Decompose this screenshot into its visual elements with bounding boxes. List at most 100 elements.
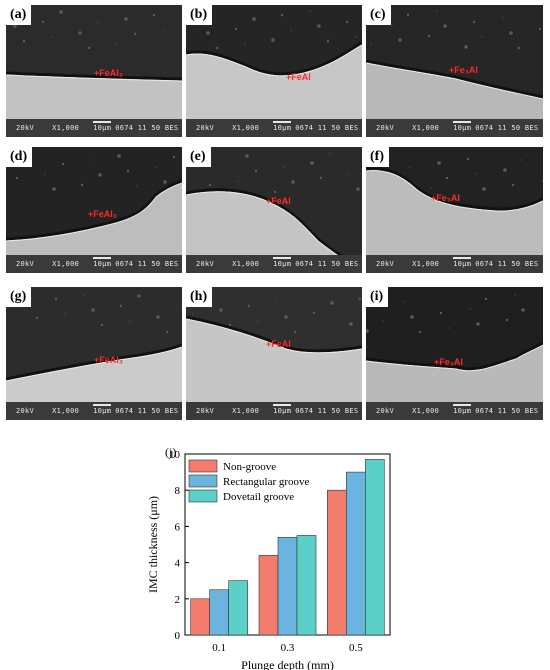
sem-magnification: X1,000 bbox=[412, 260, 440, 268]
sem-image-id: 0674 11 50 BES bbox=[115, 124, 179, 132]
sem-voltage: 20kV bbox=[196, 260, 215, 268]
sem-info-bar: 20kV X1,000 10μm 0674 11 50 BES bbox=[186, 255, 362, 273]
sem-magnification: X1,000 bbox=[232, 407, 260, 415]
y-tick-label: 8 bbox=[175, 485, 181, 497]
sem-scale-bar: 10μm bbox=[273, 404, 292, 415]
sem-image-id: 0674 11 50 BES bbox=[475, 260, 539, 268]
sem-voltage: 20kV bbox=[16, 260, 35, 268]
bar-non-groove bbox=[258, 555, 279, 636]
phase-annotation: +FeAl₃ bbox=[94, 68, 123, 78]
phase-annotation: +FeAl₃ bbox=[88, 209, 117, 219]
sem-panel-a: (a) +FeAl₃ 20kV X1,000 10μm 0674 11 50 BES bbox=[6, 5, 182, 137]
sem-image-id: 0674 11 50 BES bbox=[295, 407, 359, 415]
sem-voltage: 20kV bbox=[376, 124, 395, 132]
y-axis-label: IMC thickness (μm) bbox=[146, 496, 160, 593]
sem-image-id: 0674 11 50 BES bbox=[115, 260, 179, 268]
sem-panel-g: (g) +FeAl₃ 20kV X1,000 10μm 0674 11 50 BES bbox=[6, 287, 182, 420]
sem-magnification: X1,000 bbox=[52, 124, 80, 132]
sem-scale-bar: 10μm bbox=[273, 257, 292, 268]
sem-info-bar: 20kV X1,000 10μm 0674 11 50 BES bbox=[6, 119, 182, 137]
sem-info-bar: 20kV X1,000 10μm 0674 11 50 BES bbox=[366, 402, 543, 420]
sem-scale-bar: 10μm bbox=[93, 404, 112, 415]
phase-annotation: +Fe₃Al bbox=[434, 357, 463, 367]
sem-info-bar: 20kV X1,000 10μm 0674 11 50 BES bbox=[186, 402, 362, 420]
sem-panel-i: (i) +Fe₃Al 20kV X1,000 10μm 0674 11 50 BES bbox=[366, 287, 543, 420]
sem-voltage: 20kV bbox=[196, 124, 215, 132]
bar-rectangular-groove bbox=[277, 536, 298, 636]
micrograph-image bbox=[186, 287, 362, 420]
sem-info-bar: 20kV X1,000 10μm 0674 11 50 BES bbox=[366, 255, 543, 273]
chart-svg: 0 2 4 6 8 10 0.1 0.3 0.5 Plunge depth (mm) IMC thi… bbox=[146, 445, 391, 670]
sem-image-id: 0674 11 50 BES bbox=[295, 260, 359, 268]
sem-info-bar: 20kV X1,000 10μm 0674 11 50 BES bbox=[6, 255, 182, 273]
sem-magnification: X1,000 bbox=[232, 124, 260, 132]
legend-swatch bbox=[188, 489, 218, 503]
micrograph-image bbox=[6, 287, 182, 420]
sem-panel-f: (f) +Fe₃Al 20kV X1,000 10μm 0674 11 50 BES bbox=[366, 147, 543, 273]
sem-scale-bar: 10μm bbox=[453, 121, 472, 132]
panel-label: (d) bbox=[6, 147, 33, 167]
y-tick-label: 0 bbox=[175, 630, 181, 642]
legend-entry: Non-groove bbox=[223, 461, 276, 473]
panel-label: (f) bbox=[366, 147, 389, 167]
phase-annotation: +FeAl₃ bbox=[94, 355, 123, 365]
imc-thickness-chart: 0 2 4 6 8 10 0.1 0.3 0.5 Plunge depth (mm) IMC thi… bbox=[0, 430, 550, 670]
legend-swatch bbox=[188, 459, 218, 473]
panel-label: (h) bbox=[186, 287, 213, 307]
legend-entry: Rectangular groove bbox=[223, 476, 310, 488]
sem-scale-bar: 10μm bbox=[93, 121, 112, 132]
sem-panel-h: (h) +FeAl 20kV X1,000 10μm 0674 11 50 BES bbox=[186, 287, 362, 420]
micrograph-image bbox=[366, 147, 543, 273]
panel-label: (b) bbox=[186, 5, 213, 25]
legend-swatch bbox=[188, 474, 218, 488]
bar-dovetail-groove bbox=[296, 535, 317, 636]
sem-image-id: 0674 11 50 BES bbox=[475, 407, 539, 415]
y-tick-label: 6 bbox=[175, 521, 181, 533]
sem-info-bar: 20kV X1,000 10μm 0674 11 50 BES bbox=[186, 119, 362, 137]
sem-voltage: 20kV bbox=[376, 407, 395, 415]
panel-label: (i) bbox=[366, 287, 389, 307]
phase-annotation: +Fe₃Al bbox=[431, 193, 460, 203]
sem-image-id: 0674 11 50 BES bbox=[295, 124, 359, 132]
sem-image-id: 0674 11 50 BES bbox=[115, 407, 179, 415]
panel-label: (c) bbox=[366, 5, 391, 25]
phase-annotation: +FeAl bbox=[286, 72, 311, 82]
sem-voltage: 20kV bbox=[16, 124, 35, 132]
bar-non-groove bbox=[190, 598, 210, 636]
sem-panel-d: (d) +FeAl₃ 20kV X1,000 10μm 0674 11 50 BES bbox=[6, 147, 182, 273]
sem-magnification: X1,000 bbox=[52, 260, 80, 268]
micrograph-image bbox=[366, 287, 543, 420]
x-tick-label: 0.1 bbox=[212, 642, 226, 654]
sem-magnification: X1,000 bbox=[232, 260, 260, 268]
micrograph-image bbox=[366, 5, 543, 137]
panel-label: (e) bbox=[186, 147, 211, 167]
phase-annotation: +Fe₃Al bbox=[449, 65, 478, 75]
sem-panel-e: (e) +FeAl 20kV X1,000 10μm 0674 11 50 BES bbox=[186, 147, 362, 273]
bar-non-groove bbox=[327, 489, 347, 636]
micrograph-image bbox=[6, 147, 182, 273]
sem-scale-bar: 10μm bbox=[273, 121, 292, 132]
sem-scale-bar: 10μm bbox=[453, 257, 472, 268]
sem-image-id: 0674 11 50 BES bbox=[475, 124, 539, 132]
sem-magnification: X1,000 bbox=[52, 407, 80, 415]
micrograph-image bbox=[186, 5, 362, 137]
sem-panel-c: (c) +Fe₃Al 20kV X1,000 10μm 0674 11 50 BES bbox=[366, 5, 543, 137]
sem-scale-bar: 10μm bbox=[93, 257, 112, 268]
y-tick-label: 10 bbox=[169, 449, 181, 461]
phase-annotation: +FeAl bbox=[266, 196, 291, 206]
x-tick-label: 0.5 bbox=[349, 642, 363, 654]
y-tick-label: 2 bbox=[175, 594, 181, 606]
sem-info-bar: 20kV X1,000 10μm 0674 11 50 BES bbox=[366, 119, 543, 137]
panel-label: (g) bbox=[6, 287, 32, 307]
panel-label: (a) bbox=[6, 5, 32, 25]
legend-entry: Dovetail groove bbox=[223, 491, 294, 503]
sem-info-bar: 20kV X1,000 10μm 0674 11 50 BES bbox=[6, 402, 182, 420]
sem-magnification: X1,000 bbox=[412, 124, 440, 132]
y-tick-label: 4 bbox=[175, 558, 181, 570]
bar-rectangular-groove bbox=[346, 471, 366, 636]
bar-dovetail-groove bbox=[228, 580, 248, 636]
bar-dovetail-groove bbox=[365, 459, 385, 636]
x-tick-label: 0.3 bbox=[281, 642, 295, 654]
x-axis-label: Plunge depth (mm) bbox=[241, 658, 334, 670]
sem-scale-bar: 10μm bbox=[453, 404, 472, 415]
